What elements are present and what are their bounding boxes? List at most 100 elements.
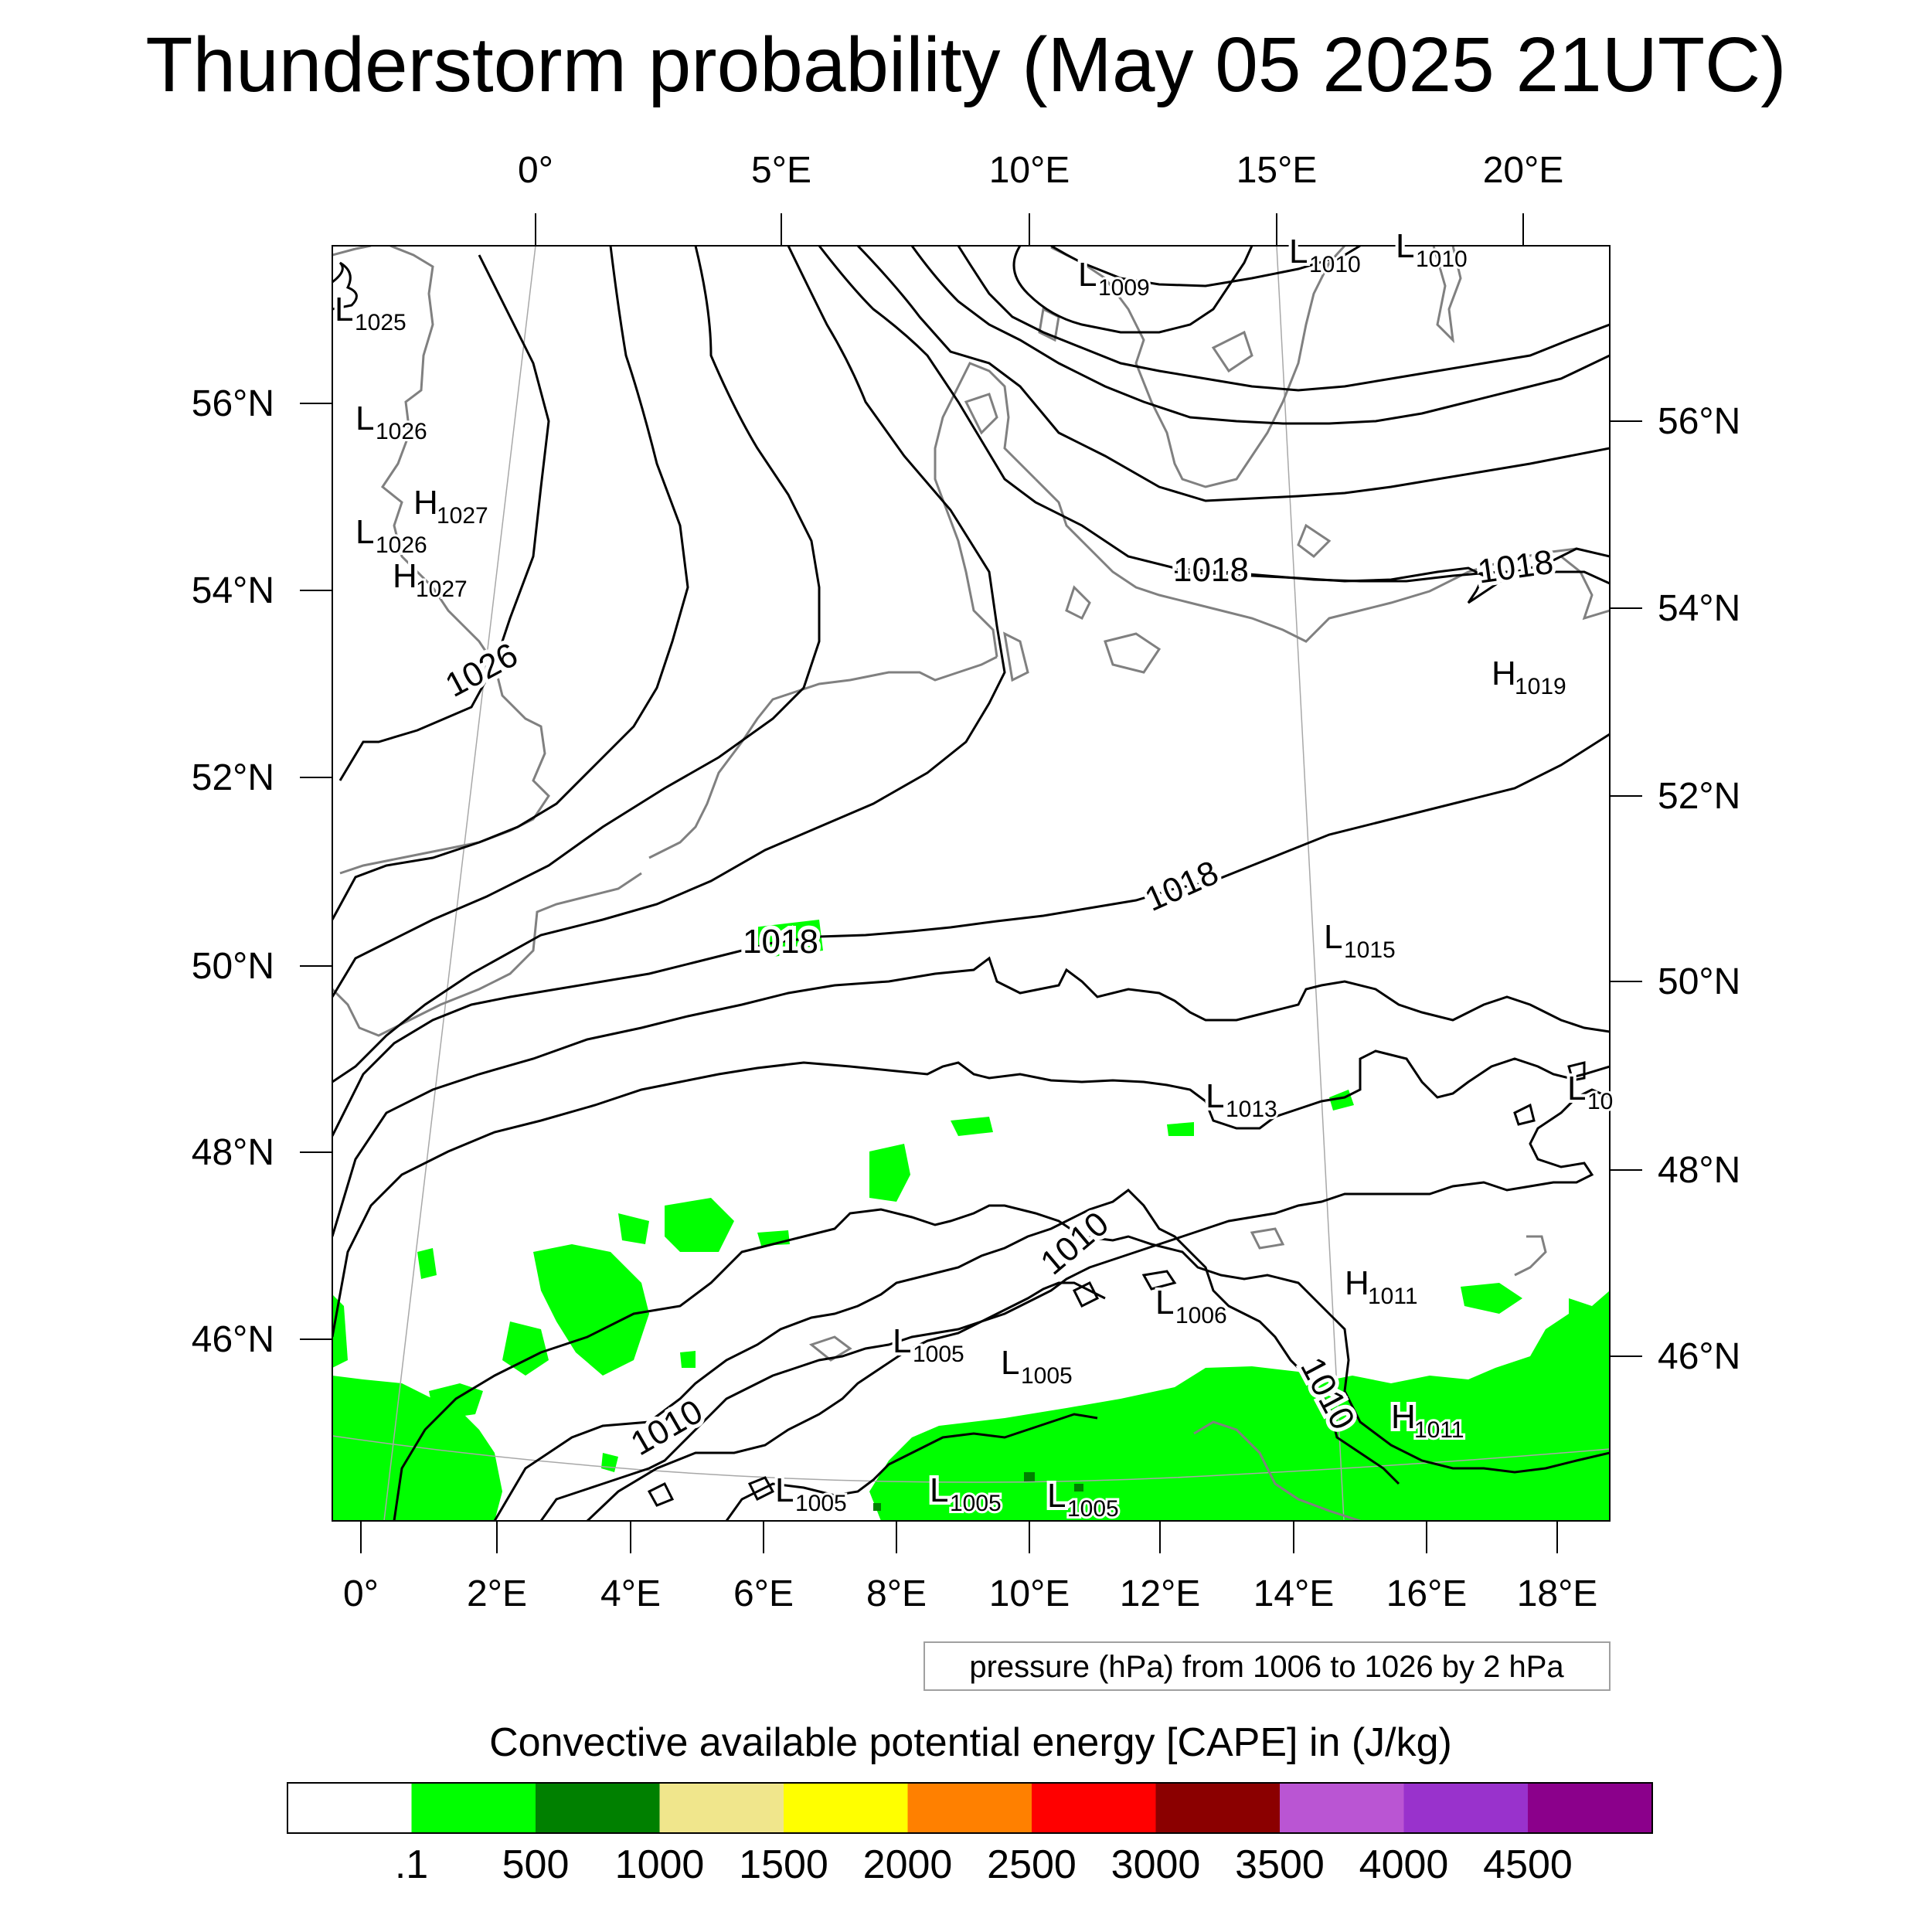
- low-pressure-center: L 1005: [998, 1341, 1075, 1391]
- colorbar-title: Convective available potential energy [C…: [489, 1720, 1452, 1765]
- center-value: 1009: [1098, 275, 1150, 301]
- left-lat-label: 50°N: [192, 946, 274, 987]
- tick-marks: [300, 213, 1642, 1553]
- center-value: 1005: [1067, 1496, 1119, 1522]
- pressure-note-box: pressure (hPa) from 1006 to 1026 by 2 hP…: [923, 1641, 1611, 1691]
- isobar-label: 1018: [1139, 853, 1223, 919]
- low-pressure-center: L 10: [1564, 1066, 1615, 1117]
- center-value: 10: [1587, 1089, 1613, 1114]
- high-pressure-center: H 1011: [1342, 1261, 1420, 1311]
- top-lon-label: 0°: [518, 150, 553, 191]
- low-pressure-center: L 1015: [1321, 915, 1398, 965]
- center-value: 1027: [416, 577, 468, 602]
- center-type: L: [1155, 1284, 1174, 1321]
- center-value: 1015: [1344, 937, 1396, 963]
- map-title: Thunderstorm probability (May 05 2025 21…: [145, 22, 1786, 108]
- cape-shading-dark: [873, 1472, 1083, 1511]
- colorbar-swatch: [1155, 1783, 1281, 1833]
- low-pressure-center: L 1009: [1075, 253, 1152, 303]
- center-type: L: [1567, 1070, 1586, 1107]
- pressure-centers: L 1025 L 1026 H 1027 L 1026 H 1027 L 100…: [332, 224, 1615, 1524]
- center-type: H: [1345, 1264, 1369, 1302]
- high-pressure-center: H 1027: [389, 554, 470, 604]
- bottom-lon-labels: 0° 2°E 4°E 6°E 8°E 10°E 12°E 14°E 16°E 1…: [343, 1573, 1597, 1614]
- colorbar-swatch: [1032, 1783, 1156, 1833]
- bottom-lon-label: 10°E: [989, 1573, 1070, 1614]
- isobar-label: 1018: [1173, 551, 1249, 589]
- bottom-lon-label: 8°E: [866, 1573, 927, 1614]
- bottom-lon-label: 12°E: [1120, 1573, 1201, 1614]
- center-value: 1013: [1226, 1097, 1277, 1122]
- colorbar-swatch: [1403, 1783, 1529, 1833]
- colorbar-label: 3000: [1111, 1842, 1201, 1887]
- low-pressure-center: L 1026: [352, 510, 430, 560]
- high-pressure-center: H 1027: [410, 481, 491, 531]
- low-pressure-center: L 1025: [332, 287, 409, 338]
- colorbar-label: 2000: [863, 1842, 953, 1887]
- colorbar-swatch: [1280, 1783, 1404, 1833]
- colorbar-swatches: [287, 1783, 1652, 1833]
- center-type: L: [893, 1322, 911, 1360]
- right-lat-label: 56°N: [1658, 401, 1740, 442]
- colorbar-label: 4000: [1359, 1842, 1449, 1887]
- center-type: L: [930, 1471, 948, 1509]
- center-type: L: [1324, 918, 1342, 956]
- center-value: 1025: [355, 310, 406, 335]
- bottom-lon-label: 4°E: [600, 1573, 661, 1614]
- top-lon-label: 20°E: [1483, 150, 1564, 191]
- low-pressure-center: L 1010: [1393, 224, 1470, 274]
- center-value: 1010: [1309, 252, 1361, 277]
- colorbar-label: 2500: [987, 1842, 1077, 1887]
- left-lat-label: 48°N: [192, 1132, 274, 1173]
- isobar-label: 1018: [1475, 543, 1556, 591]
- right-lat-label: 46°N: [1658, 1336, 1740, 1377]
- bottom-lon-label: 6°E: [733, 1573, 794, 1614]
- low-pressure-center: L 1005: [1044, 1474, 1121, 1524]
- left-lat-labels: 56°N 54°N 52°N 50°N 48°N 46°N: [192, 383, 274, 1360]
- right-lat-label: 50°N: [1658, 961, 1740, 1002]
- center-value: 1027: [437, 503, 488, 529]
- center-type: L: [1206, 1077, 1224, 1115]
- colorbar-labels: .1 500 1000 1500 2000 2500 3000 3500 4000 4500: [395, 1842, 1573, 1887]
- top-lon-label: 15°E: [1236, 150, 1318, 191]
- plot-frame: [332, 245, 1611, 1522]
- colorbar-label: 1000: [615, 1842, 705, 1887]
- center-type: H: [413, 484, 438, 522]
- colorbar-swatch: [287, 1783, 412, 1833]
- low-pressure-center: L 1005: [889, 1319, 967, 1369]
- center-value: 1005: [795, 1491, 847, 1516]
- colorbar-swatch: [784, 1783, 908, 1833]
- low-pressure-center: L 1005: [772, 1468, 849, 1519]
- bottom-lon-label: 2°E: [467, 1573, 527, 1614]
- center-type: H: [1391, 1398, 1416, 1436]
- right-lat-labels: 56°N 54°N 52°N 50°N 48°N 46°N: [1658, 401, 1740, 1377]
- center-value: 1011: [1368, 1284, 1418, 1309]
- center-type: L: [355, 400, 374, 437]
- center-type: H: [393, 557, 417, 595]
- colorbar-label: 500: [502, 1842, 570, 1887]
- low-pressure-center: L 1026: [352, 396, 430, 447]
- graticule: [332, 246, 1610, 1521]
- left-lat-label: 46°N: [192, 1319, 274, 1360]
- left-lat-label: 54°N: [192, 570, 274, 611]
- isobars: [332, 246, 1610, 1521]
- center-type: L: [1001, 1344, 1019, 1382]
- bottom-lon-label: 16°E: [1386, 1573, 1468, 1614]
- left-lat-label: 56°N: [192, 383, 274, 424]
- isobar-label: 1018: [743, 923, 818, 961]
- top-lon-labels: 0° 5°E 10°E 15°E 20°E: [518, 150, 1563, 191]
- right-lat-label: 52°N: [1658, 776, 1740, 817]
- bottom-lon-label: 0°: [343, 1573, 379, 1614]
- colorbar-swatch: [659, 1783, 784, 1833]
- center-type: L: [1289, 233, 1308, 270]
- coastlines: [332, 246, 1610, 1521]
- center-value: 1011: [1414, 1417, 1464, 1443]
- colorbar-label: 1500: [739, 1842, 828, 1887]
- bottom-lon-label: 18°E: [1517, 1573, 1598, 1614]
- colorbar-swatch: [907, 1783, 1032, 1833]
- top-lon-label: 5°E: [751, 150, 811, 191]
- center-type: H: [1492, 655, 1516, 692]
- colorbar-frame: [287, 1782, 1653, 1834]
- bottom-lon-label: 14°E: [1253, 1573, 1335, 1614]
- center-value: 1026: [376, 419, 427, 444]
